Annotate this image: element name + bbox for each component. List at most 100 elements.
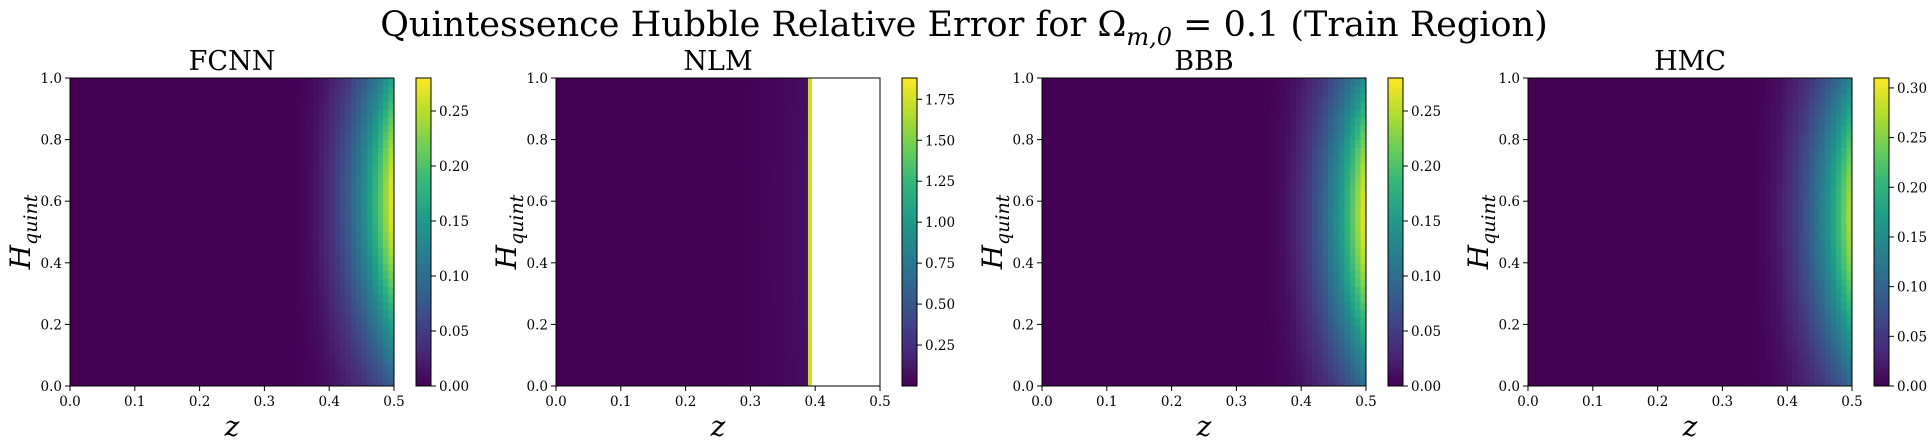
heatmap-cell bbox=[221, 216, 228, 225]
heatmap-cell bbox=[685, 309, 692, 318]
heatmap-cell bbox=[286, 155, 292, 164]
heatmap-cell bbox=[718, 378, 724, 387]
heatmap-cell bbox=[1079, 116, 1086, 125]
colorbar-segment bbox=[416, 224, 431, 229]
heatmap-cell bbox=[1096, 270, 1102, 279]
heatmap-cell bbox=[566, 324, 573, 333]
heatmap-cell bbox=[718, 93, 724, 102]
heatmap-cell bbox=[599, 101, 606, 110]
heatmap-cell bbox=[242, 232, 249, 241]
heatmap-cell bbox=[647, 370, 654, 379]
heatmap-cell bbox=[242, 224, 249, 233]
heatmap-cell bbox=[615, 155, 622, 164]
heatmap-cell bbox=[145, 316, 152, 325]
heatmap-cell bbox=[712, 239, 719, 248]
heatmap-cell bbox=[145, 285, 152, 295]
heatmap-cell bbox=[340, 293, 346, 302]
heatmap-cell bbox=[755, 116, 762, 125]
heatmap-cell bbox=[712, 147, 719, 156]
heatmap-cell bbox=[1069, 85, 1075, 94]
heatmap-cell bbox=[1063, 301, 1070, 310]
heatmap-cell bbox=[291, 216, 298, 225]
heatmap-cell bbox=[1069, 347, 1075, 356]
heatmap-cell bbox=[577, 247, 584, 256]
heatmap-cell bbox=[350, 193, 357, 202]
heatmap-cell bbox=[323, 316, 330, 325]
heatmap-cell bbox=[345, 239, 352, 248]
colorbar-segment bbox=[416, 282, 431, 287]
heatmap-cell bbox=[313, 239, 319, 248]
heatmap-cell bbox=[318, 147, 325, 156]
heatmap-cell bbox=[183, 108, 190, 118]
heatmap-cell bbox=[1063, 147, 1070, 156]
heatmap-cell bbox=[194, 178, 201, 187]
heatmap-cell bbox=[97, 378, 103, 387]
heatmap-cell bbox=[1079, 216, 1086, 225]
heatmap-cell bbox=[291, 278, 298, 287]
heatmap-cell bbox=[788, 378, 795, 387]
heatmap-cell bbox=[388, 178, 395, 187]
heatmap-cell bbox=[151, 316, 157, 325]
heatmap-cell bbox=[194, 208, 201, 218]
heatmap-cell bbox=[653, 170, 660, 179]
heatmap-cell bbox=[97, 116, 103, 125]
heatmap-cell bbox=[113, 108, 120, 118]
heatmap-cell bbox=[734, 316, 741, 325]
heatmap-cell bbox=[188, 201, 195, 210]
heatmap-cell bbox=[1069, 185, 1075, 195]
heatmap-cell bbox=[766, 131, 773, 141]
heatmap-cell bbox=[361, 355, 368, 364]
heatmap-cell bbox=[701, 285, 708, 295]
heatmap-cell bbox=[739, 339, 746, 349]
colorbar-segment bbox=[416, 170, 431, 175]
heatmap-cell bbox=[70, 193, 76, 202]
heatmap-cell bbox=[286, 85, 292, 94]
heatmap-cell bbox=[712, 362, 719, 372]
heatmap-cell bbox=[642, 339, 649, 349]
heatmap-cell bbox=[345, 301, 352, 310]
heatmap-cell bbox=[712, 208, 719, 218]
heatmap-cell bbox=[1047, 170, 1054, 179]
heatmap-cell bbox=[280, 324, 287, 333]
heatmap-cell bbox=[134, 162, 141, 171]
heatmap-cell bbox=[1074, 232, 1081, 241]
heatmap-cell bbox=[1042, 193, 1048, 202]
heatmap-cell bbox=[124, 178, 130, 187]
heatmap-cell bbox=[782, 362, 789, 372]
heatmap-cell bbox=[739, 93, 746, 102]
heatmap-cell bbox=[696, 178, 703, 187]
heatmap-cell bbox=[253, 309, 260, 318]
colorbar-segment bbox=[416, 274, 431, 279]
heatmap-cell bbox=[129, 255, 136, 264]
colorbar-segment bbox=[416, 147, 431, 152]
heatmap-cell bbox=[772, 270, 778, 279]
heatmap-cell bbox=[372, 124, 379, 133]
heatmap-cell bbox=[788, 339, 795, 349]
heatmap-cell bbox=[647, 270, 654, 279]
heatmap-cell bbox=[97, 347, 103, 356]
heatmap-cell bbox=[647, 278, 654, 287]
heatmap-cell bbox=[97, 285, 103, 295]
heatmap-cell bbox=[70, 116, 76, 125]
heatmap-cell bbox=[1063, 316, 1070, 325]
heatmap-cell bbox=[113, 201, 120, 210]
heatmap-cell bbox=[367, 370, 373, 379]
heatmap-cell bbox=[588, 101, 595, 110]
heatmap-cell bbox=[296, 232, 303, 241]
heatmap-cell bbox=[637, 339, 643, 349]
heatmap-cell bbox=[70, 224, 76, 233]
heatmap-cell bbox=[799, 255, 805, 264]
heatmap-cell bbox=[680, 316, 687, 325]
heatmap-cell bbox=[1063, 255, 1070, 264]
heatmap-cell bbox=[226, 101, 233, 110]
heatmap-cell bbox=[318, 101, 325, 110]
heatmap-cell bbox=[259, 116, 265, 125]
heatmap-cell bbox=[583, 78, 589, 87]
heatmap-cell bbox=[124, 278, 130, 287]
heatmap-cell bbox=[1074, 93, 1081, 102]
heatmap-cell bbox=[556, 262, 562, 272]
heatmap-cell bbox=[799, 355, 805, 364]
heatmap-cell bbox=[210, 355, 217, 364]
heatmap-cell bbox=[296, 309, 303, 318]
heatmap-cell bbox=[307, 216, 314, 225]
